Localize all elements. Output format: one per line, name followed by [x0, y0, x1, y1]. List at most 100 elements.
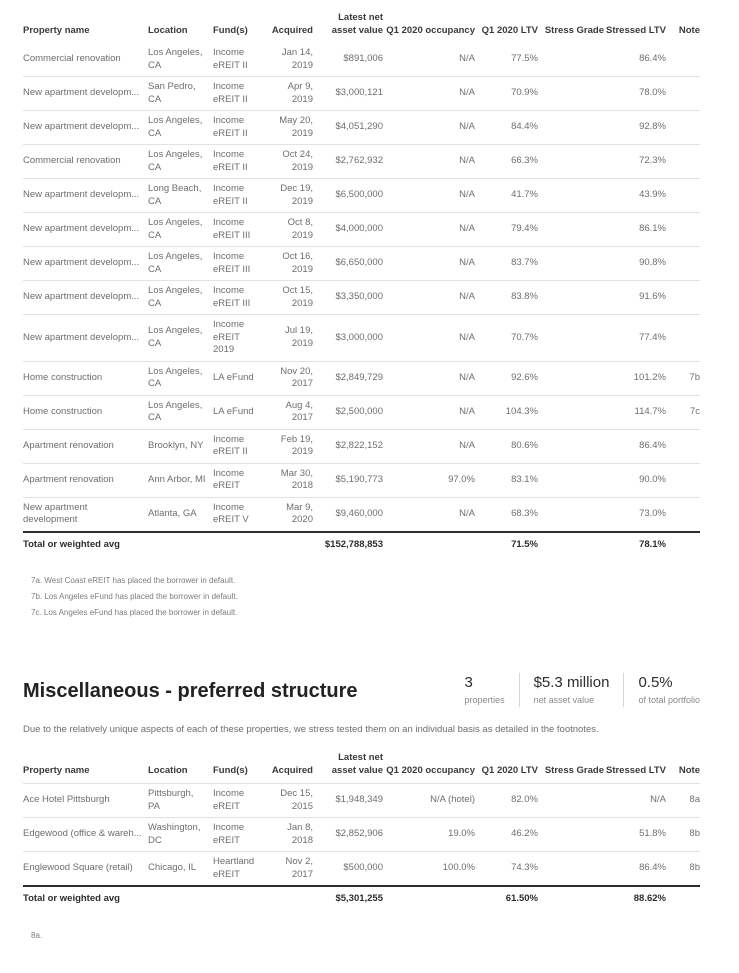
table-row: New apartment developm... Los Angeles, CA…	[23, 280, 700, 315]
cell-stress_grade	[538, 497, 604, 532]
cell-note: 8b	[666, 817, 700, 852]
total-row: Total or weighted avg $152,788,853 71.5% 78…	[23, 530, 700, 559]
cell-location: Los Angeles, CA	[148, 43, 213, 77]
cell-note: 8a	[666, 783, 700, 818]
cell-fund: Income eREIT V	[213, 497, 265, 532]
col-header-nav: Latest net asset value	[331, 12, 383, 36]
cell-stressed_ltv: 86.1%	[604, 212, 666, 247]
cell-stress_grade	[538, 178, 604, 213]
cell-note	[666, 144, 700, 179]
section-title: Miscellaneous - preferred structure	[23, 680, 358, 702]
col-header-occupancy: Q1 2020 occupancy	[383, 750, 475, 784]
cell-acquired: Oct 8, 2019	[265, 212, 313, 247]
total-nav: $5,301,255	[313, 885, 383, 914]
cell-stress_grade	[538, 361, 604, 396]
cell-stress_grade	[538, 144, 604, 179]
cell-stressed_ltv: 72.3%	[604, 144, 666, 179]
total-row: Total or weighted avg $5,301,255 61.50% 88.…	[23, 885, 700, 914]
cell-location: Los Angeles, CA	[148, 212, 213, 247]
cell-fund: LA eFund	[213, 395, 265, 430]
cell-note	[666, 314, 700, 362]
cell-occupancy: N/A	[383, 110, 475, 145]
cell-occupancy: N/A	[383, 497, 475, 532]
stat-properties-value: 3	[464, 674, 473, 691]
total-occupancy	[383, 530, 475, 559]
cell-nav: $2,500,000	[313, 395, 383, 430]
cell-stressed_ltv: 91.6%	[604, 280, 666, 315]
cell-location: San Pedro, CA	[148, 76, 213, 111]
cell-note	[666, 212, 700, 247]
table-row: Englewood Square (retail) Chicago, IL Hear…	[23, 851, 700, 887]
cell-property: New apartment developm...	[23, 178, 148, 213]
cell-nav: $891,006	[313, 43, 383, 77]
cell-ltv: 80.6%	[475, 429, 538, 464]
cell-note	[666, 76, 700, 111]
table-row: Ace Hotel Pittsburgh Pittsburgh, PA Income…	[23, 783, 700, 818]
footnote-7a: 7a. West Coast eREIT has placed the borr…	[31, 576, 236, 585]
cell-ltv: 66.3%	[475, 144, 538, 179]
cell-stress_grade	[538, 314, 604, 362]
cell-location: Long Beach, CA	[148, 178, 213, 213]
table-row: New apartment developm... San Pedro, CA In…	[23, 76, 700, 111]
total-label: Total or weighted avg	[23, 885, 313, 914]
footnote-8a: 8a.	[31, 930, 43, 940]
total-stressed_ltv: 88.62%	[604, 885, 666, 914]
cell-occupancy: N/A	[383, 429, 475, 464]
col-header-ltv: Q1 2020 LTV	[481, 24, 538, 36]
cell-location: Atlanta, GA	[148, 497, 213, 532]
total-ltv: 61.50%	[475, 885, 538, 914]
cell-ltv: 82.0%	[475, 783, 538, 818]
cell-occupancy: N/A	[383, 361, 475, 396]
cell-ltv: 70.9%	[475, 76, 538, 111]
table-header-row: Property name Location Fund(s) Acquired Late…	[23, 750, 700, 784]
cell-fund: Income eREIT	[213, 783, 265, 818]
cell-acquired: Nov 2, 2017	[265, 851, 313, 887]
cell-note	[666, 280, 700, 315]
cell-acquired: Feb 19, 2019	[265, 429, 313, 464]
cell-nav: $3,350,000	[313, 280, 383, 315]
cell-property: Apartment renovation	[23, 429, 148, 464]
cell-occupancy: 100.0%	[383, 851, 475, 887]
cell-fund: Income eREIT II	[213, 43, 265, 77]
table-row: New apartment developm... Long Beach, CA I…	[23, 178, 700, 213]
cell-stressed_ltv: 86.4%	[604, 429, 666, 464]
cell-nav: $2,762,932	[313, 144, 383, 179]
cell-occupancy: N/A	[383, 314, 475, 362]
cell-property: New apartment developm...	[23, 314, 148, 362]
cell-property: Edgewood (office & wareh...	[23, 817, 148, 852]
cell-acquired: Nov 20, 2017	[265, 361, 313, 396]
col-header-stress_grade: Stress Grade	[544, 24, 604, 36]
cell-location: Los Angeles, CA	[148, 280, 213, 315]
total-label: Total or weighted avg	[23, 530, 313, 559]
cell-fund: Income eREIT II	[213, 144, 265, 179]
cell-nav: $6,500,000	[313, 178, 383, 213]
total-occupancy	[383, 885, 475, 914]
col-header-ltv: Q1 2020 LTV	[475, 750, 538, 784]
stat-net-asset-value: $5.3 million net asset value	[518, 673, 624, 707]
cell-acquired: Jan 8, 2018	[265, 817, 313, 852]
cell-property: Home construction	[23, 395, 148, 430]
cell-occupancy: N/A (hotel)	[383, 783, 475, 818]
total-stress_grade	[538, 885, 604, 914]
table-row: New apartment developm... Los Angeles, CA…	[23, 246, 700, 281]
col-header-property: Property name	[23, 24, 90, 36]
cell-stress_grade	[538, 212, 604, 247]
section-description: Due to the relatively unique aspects of …	[23, 724, 599, 735]
cell-ltv: 68.3%	[475, 497, 538, 532]
cell-nav: $6,650,000	[313, 246, 383, 281]
cell-property: Ace Hotel Pittsburgh	[23, 783, 148, 818]
cell-nav: $9,460,000	[313, 497, 383, 532]
total-stress_grade	[538, 530, 604, 559]
cell-acquired: Mar 30, 2018	[265, 463, 313, 498]
cell-location: Los Angeles, CA	[148, 361, 213, 396]
cell-ltv: 83.8%	[475, 280, 538, 315]
cell-occupancy: N/A	[383, 178, 475, 213]
stat-portfolio-share: 0.5% of total portfolio	[623, 673, 700, 707]
cell-acquired: Oct 16, 2019	[265, 246, 313, 281]
cell-stressed_ltv: 78.0%	[604, 76, 666, 111]
cell-stressed_ltv: 101.2%	[604, 361, 666, 396]
cell-ltv: 70.7%	[475, 314, 538, 362]
cell-nav: $1,948,349	[313, 783, 383, 818]
col-header-occupancy: Q1 2020 occupancy	[386, 24, 475, 36]
cell-location: Los Angeles, CA	[148, 395, 213, 430]
